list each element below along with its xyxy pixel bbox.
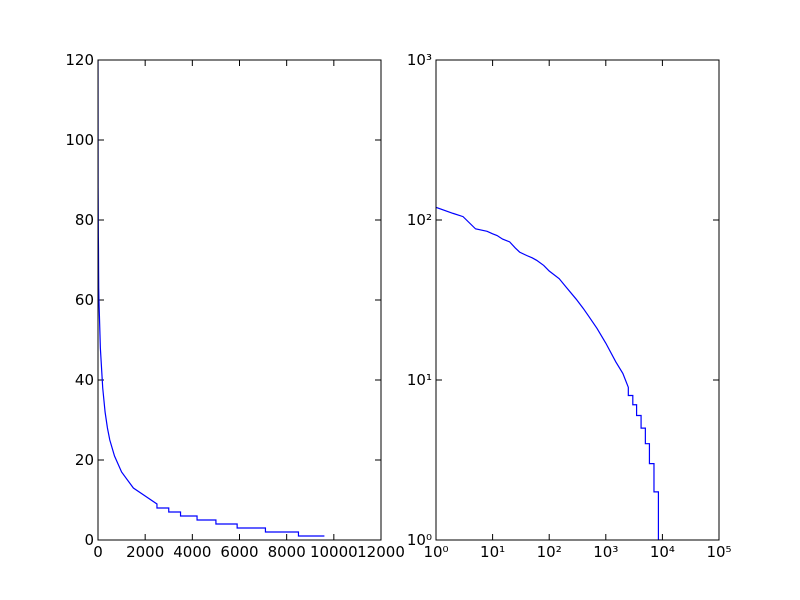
y-tick-label: 10¹ — [407, 371, 432, 389]
x-tick-label: 12000 — [357, 543, 405, 561]
x-tick-label: 10000 — [310, 543, 358, 561]
axes-frame — [97, 59, 382, 541]
y-tick-label: 10³ — [407, 51, 432, 69]
y-tick-label: 80 — [75, 211, 94, 229]
x-tick-label: 10² — [537, 543, 562, 561]
x-tick-label: 10⁰ — [423, 543, 448, 561]
axes: 0 2000 4000 6000 8000 10000 12000 0 20 40 60 80 100 1… — [65, 51, 405, 561]
y-tick-label: 40 — [75, 371, 94, 389]
y-tick-label: 60 — [75, 291, 94, 309]
x-tick-label: 4000 — [173, 543, 211, 561]
y-tick-label: 120 — [65, 51, 94, 69]
x-tick-label: 2000 — [126, 543, 164, 561]
y-tick-label: 10² — [407, 211, 432, 229]
x-tick-label: 10⁵ — [706, 543, 731, 561]
y-tick-label: 20 — [75, 451, 94, 469]
x-tick-label: 0 — [93, 543, 103, 561]
y-tick-label: 10⁰ — [407, 531, 432, 549]
axes: 10⁰ 10¹ 10² 10³ 10⁴ 10⁵ 10⁰ 10¹ 10² 10³ — [407, 51, 732, 561]
x-tick-label: 10⁴ — [650, 543, 675, 561]
x-tick-label: 10³ — [593, 543, 618, 561]
y-tick-label: 100 — [65, 131, 94, 149]
data-line — [98, 60, 325, 537]
axes-frame — [435, 59, 720, 541]
x-tick-label: 10¹ — [480, 543, 505, 561]
x-tick-label: 6000 — [220, 543, 258, 561]
y-tick-label: 0 — [84, 531, 94, 549]
x-tick-label: 8000 — [268, 543, 306, 561]
data-line — [436, 206, 662, 540]
